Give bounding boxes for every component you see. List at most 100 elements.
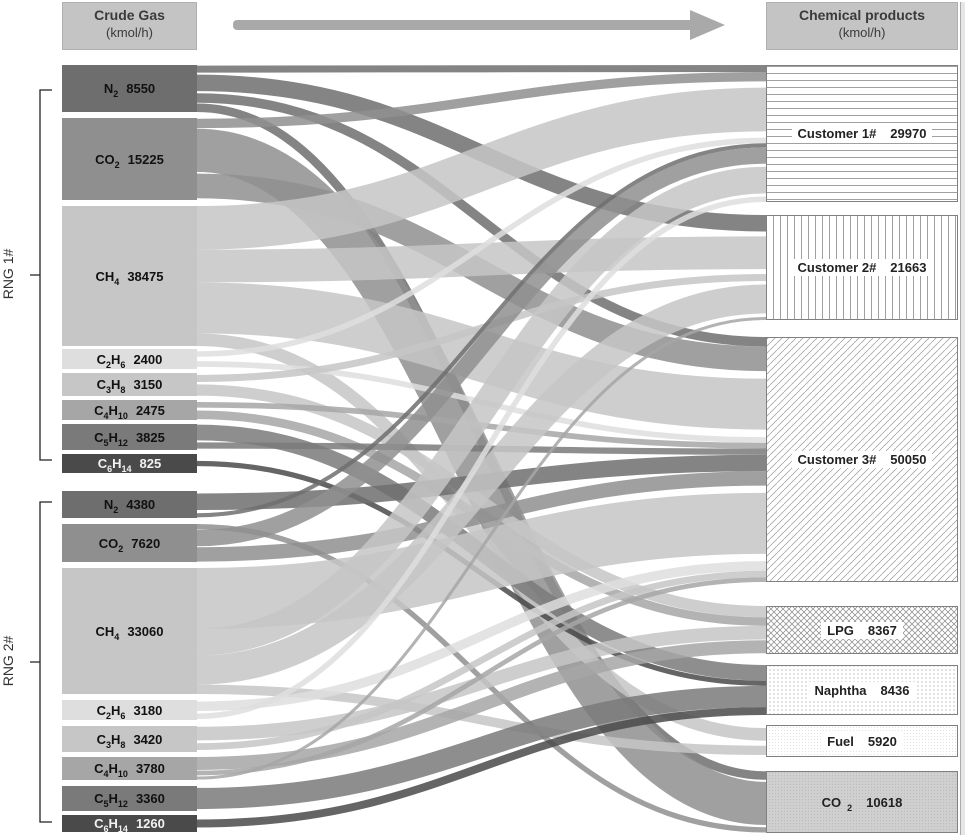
formula-element: H xyxy=(108,761,118,776)
formula-subscript: 2 xyxy=(847,802,853,813)
target-fill-co2 xyxy=(766,771,958,833)
source-node-label: C6H14 825 xyxy=(97,456,162,474)
formula-subscript: 8 xyxy=(120,385,126,395)
target-node-naphtha: Naphtha 8436 xyxy=(766,665,958,715)
source-node-value: 7620 xyxy=(131,535,161,551)
formula-element: C xyxy=(97,456,108,471)
source-node-label: C3H8 3420 xyxy=(97,731,163,750)
source-node-label: CO2 15225 xyxy=(95,151,164,170)
formula-element: H xyxy=(108,402,118,418)
target-header-unit: (kmol/h) xyxy=(838,25,886,40)
target-name: Naphtha xyxy=(811,681,870,699)
flow-r2-co2-to-cust3 xyxy=(196,471,767,562)
flow-r2-c3-to-lpg xyxy=(196,625,767,741)
source-node-value: 3150 xyxy=(133,377,163,392)
source-node-label: C2H6 2400 xyxy=(96,351,163,370)
target-node-value: 8436 xyxy=(877,681,913,699)
formula-subscript: 4 xyxy=(103,410,109,421)
source-node-value: 38475 xyxy=(127,268,164,284)
target-name: Customer 1# xyxy=(794,125,880,142)
flow-r2-co2-to-cust1 xyxy=(196,147,767,547)
formula-subscript: 6 xyxy=(103,824,109,834)
target-node-fuel: Fuel 5920 xyxy=(766,725,958,757)
formula-element: H xyxy=(112,456,122,471)
formula-subscript: 2 xyxy=(114,159,120,170)
flow-r2-ch4-to-cust2 xyxy=(196,284,767,685)
formula-subscript: 6 xyxy=(120,710,126,721)
flow-r2-c5-to-naphtha xyxy=(196,685,767,810)
formula-element: N xyxy=(103,81,114,96)
flow-r2-c4-to-cust2 xyxy=(196,316,767,780)
source-node-r2-c5: C5H12 3360 xyxy=(62,786,197,811)
formula-element: C xyxy=(96,351,107,367)
flow-r1-n2-to-cust1 xyxy=(196,65,767,73)
target-node-value: 5920 xyxy=(864,732,900,750)
source-node-label: N2 8550 xyxy=(103,81,155,99)
formula-subscript: 3 xyxy=(106,739,112,750)
source-node-value: 825 xyxy=(139,456,162,471)
source-node-value: 3420 xyxy=(133,731,163,747)
formula-subscript: 6 xyxy=(120,359,126,370)
formula-element: H xyxy=(108,816,118,831)
source-node-value: 3360 xyxy=(135,791,165,806)
target-node-value: 8367 xyxy=(864,621,900,639)
source-node-label: C4H10 3780 xyxy=(94,761,165,779)
flow-r2-c6-to-naphtha xyxy=(196,707,767,828)
formula-subscript: 14 xyxy=(117,824,128,834)
target-node-cust1: Customer 1# 29970 xyxy=(766,65,958,202)
source-node-r1-ch4: CH4 38475 xyxy=(62,206,197,346)
source-node-r2-c4: C4H10 3780 xyxy=(62,757,197,780)
target-node-value: 29970 xyxy=(887,125,930,142)
target-node-label: Customer 2# 21663 xyxy=(791,259,933,276)
formula-element: C xyxy=(96,377,107,392)
source-node-value: 3780 xyxy=(135,761,165,776)
source-node-r1-c5: C5H12 3825 xyxy=(62,424,197,450)
source-node-r2-co2: CO2 7620 xyxy=(62,524,197,562)
flow-r2-c4-to-lpg xyxy=(196,640,767,770)
target-node-label: CO 2 10618 xyxy=(816,794,909,813)
flow-r1-ch4-to-cust2 xyxy=(196,236,767,283)
flow-r1-co2-to-cust1 xyxy=(196,72,767,129)
source-node-label: C4H10 2475 xyxy=(94,402,165,421)
formula-element: CH xyxy=(95,623,115,639)
formula-element: H xyxy=(111,731,121,747)
formula-element: CO xyxy=(95,151,115,167)
target-node-cust3: Customer 3# 50050 xyxy=(766,337,958,582)
source-node-r1-c4: C4H10 2475 xyxy=(62,400,197,421)
target-name: Customer 2# xyxy=(794,259,880,276)
flow-r2-n2-to-cust1 xyxy=(196,143,767,518)
formula-element: CH xyxy=(95,268,115,284)
formula-element: H xyxy=(111,702,121,718)
source-node-label: C2H6 3180 xyxy=(97,702,163,721)
flow-r2-c2-to-cust3 xyxy=(196,561,767,712)
flow-r2-ch4-to-fuel xyxy=(196,684,767,756)
formula-subscript: 5 xyxy=(103,799,109,809)
source-node-r1-co2: CO2 15225 xyxy=(62,118,197,200)
source-node-r2-c2: C2H6 3180 xyxy=(62,700,197,721)
target-node-co2: CO 2 10618 xyxy=(766,771,958,833)
flow-r2-c4-to-cust3 xyxy=(196,577,767,776)
formula-subscript: 2 xyxy=(113,89,119,99)
source-node-value: 2400 xyxy=(133,351,163,367)
target-node-value: 10618 xyxy=(866,794,903,810)
formula-subscript: 10 xyxy=(117,410,128,421)
formula-subscript: 4 xyxy=(114,631,120,642)
flow-r1-ch4-to-cust1 xyxy=(196,87,767,250)
formula-subscript: 12 xyxy=(117,799,128,809)
formula-subscript: 4 xyxy=(114,276,120,287)
target-node-value: 50050 xyxy=(887,451,930,468)
target-node-value: 21663 xyxy=(887,259,930,276)
source-node-label: C5H12 3825 xyxy=(94,430,165,448)
formula-element: C xyxy=(94,402,104,418)
formula-element: C xyxy=(94,816,104,831)
formula-subscript: 2 xyxy=(118,543,124,554)
target-header: Chemical products (kmol/h) xyxy=(766,2,958,50)
formula-subscript: 3 xyxy=(106,385,112,395)
target-node-label: LPG 8367 xyxy=(821,621,903,639)
source-header-unit: (kmol/h) xyxy=(106,25,153,40)
source-header: Crude Gas (kmol/h) xyxy=(62,2,197,50)
formula-subscript: 2 xyxy=(113,505,119,515)
target-name: CO xyxy=(821,794,842,810)
flow-r2-ch4-to-cust3 xyxy=(196,492,767,629)
